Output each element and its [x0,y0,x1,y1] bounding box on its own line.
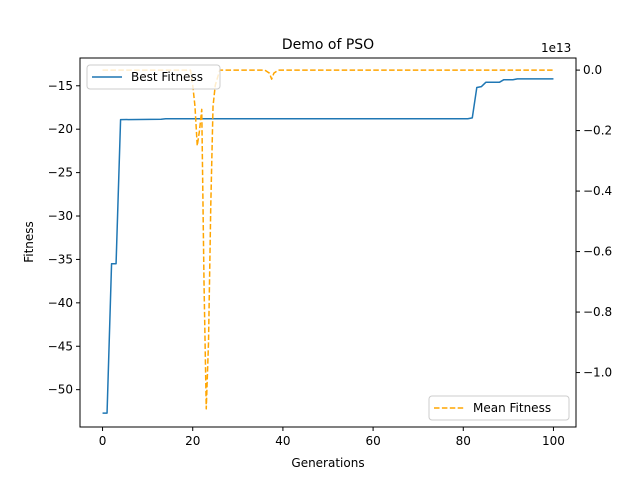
x-tick-label: 0 [99,434,107,448]
legend-best-fitness-label: Best Fitness [131,70,203,84]
x-tick-label: 100 [542,434,565,448]
legend-mean-fitness: Mean Fitness [428,395,570,421]
y-axis-ticks: −50 −45 −40 −35 −30 −25 −20 −15 [48,79,80,397]
y-tick-label: −20 [48,122,73,136]
x-axis-ticks: 0 20 40 60 80 100 [99,427,565,448]
chart-title: Demo of PSO [282,37,374,53]
y2-offset-label: 1e13 [541,41,571,55]
y2-tick-label: −0.4 [583,184,612,198]
y-tick-label: −50 [48,383,73,397]
y2-tick-label: −0.6 [583,245,612,259]
legend-mean-fitness-label: Mean Fitness [473,401,551,415]
x-axis-label: Generations [291,456,364,470]
y-tick-label: −35 [48,252,73,266]
legend-best-fitness: Best Fitness [86,64,221,90]
y-tick-label: −15 [48,79,73,93]
y-tick-label: −30 [48,209,73,223]
y-axis-label: Fitness [22,221,36,263]
plot-area [80,58,576,427]
legend-best-fitness-box [86,64,221,90]
x-tick-label: 60 [365,434,380,448]
x-tick-label: 40 [275,434,290,448]
y2-tick-label: −0.8 [583,305,612,319]
axes-frame [79,57,577,428]
y2-tick-label: −0.2 [583,124,612,138]
series-mean-fitness-line [102,69,554,410]
y-tick-label: −25 [48,166,73,180]
legend-mean-fitness-box [428,395,570,421]
series-best-fitness-line [102,78,554,414]
series-layer [102,69,554,414]
y-tick-label: −45 [48,339,73,353]
x-tick-label: 80 [456,434,471,448]
y2-tick-label: −1.0 [583,366,612,380]
y-tick-label: −40 [48,296,73,310]
y2-axis-ticks: 0.0 −0.2 −0.4 −0.6 −0.8 −1.0 [576,63,612,380]
y2-tick-label: 0.0 [583,63,602,77]
x-tick-label: 20 [185,434,200,448]
